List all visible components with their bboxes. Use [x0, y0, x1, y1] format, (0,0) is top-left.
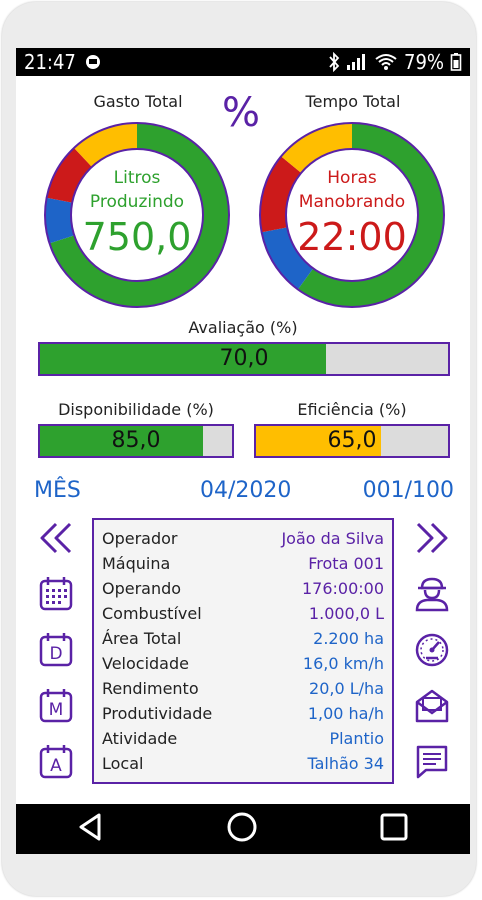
eficiencia-bar: 65,0	[254, 424, 450, 458]
avaliacao-fill	[40, 344, 326, 374]
app-notification-icon	[84, 53, 102, 71]
disponibilidade-label: Disponibilidade (%)	[58, 400, 214, 419]
status-bar: 21:47 79%	[16, 48, 470, 76]
detail-row: Produtividade 1,00 ha/h	[102, 701, 384, 726]
gauge-icon[interactable]	[412, 630, 452, 670]
disponibilidade-bar: 85,0	[38, 424, 234, 458]
detail-key: Produtividade	[102, 704, 213, 723]
gauge-left-outer-border	[44, 122, 230, 308]
wifi-icon	[374, 53, 398, 71]
signal-icon	[346, 53, 368, 71]
disponibilidade-value: 85,0	[111, 428, 161, 453]
calendar-day-letter: D	[49, 644, 62, 664]
calendar-month-letter: M	[49, 700, 64, 720]
detail-key: Rendimento	[102, 679, 199, 698]
fast-forward-icon[interactable]	[412, 518, 452, 558]
gasto-total-center: Litros Produzindo 750,0	[77, 166, 197, 260]
gauge-right-segment	[260, 156, 302, 233]
gasto-total-title: Gasto Total	[93, 92, 183, 111]
tempo-total-gauge	[259, 122, 445, 308]
detail-key: Operando	[102, 579, 182, 598]
gauge-right-outer-border	[259, 122, 445, 308]
percent-toggle[interactable]: %	[222, 90, 261, 136]
period-date[interactable]: 04/2020	[200, 478, 292, 503]
gauge-left-line2: Produzindo	[89, 192, 185, 212]
gauge-left-inner-circle	[70, 148, 204, 282]
detail-row: Operador João da Silva	[102, 526, 384, 551]
calendar-month-icon[interactable]: M	[36, 686, 76, 726]
gauge-right-inner-circle	[285, 148, 419, 282]
detail-key: Local	[102, 754, 144, 773]
gauge-left-segment	[46, 147, 92, 203]
detail-row: Operando 176:00:00	[102, 576, 384, 601]
detail-value: 1.000,0 L	[308, 604, 384, 623]
inbox-mail-icon[interactable]	[412, 686, 452, 726]
calendar-icon[interactable]	[36, 574, 76, 614]
tempo-total-title: Tempo Total	[305, 92, 401, 111]
detail-value: 176:00:00	[301, 579, 384, 598]
bluetooth-icon	[328, 52, 340, 72]
detail-row: Local Talhão 34	[102, 751, 384, 776]
period-counter: 001/100	[362, 478, 454, 503]
operator-icon[interactable]	[412, 574, 452, 614]
detail-value: 2.200 ha	[313, 629, 384, 648]
gauge-right-line1: Horas	[327, 168, 377, 188]
gauge-left-value: 750,0	[82, 215, 192, 259]
period-row: MÊS 04/2020 001/100	[34, 478, 454, 508]
calendar-day-icon[interactable]: D	[36, 630, 76, 670]
detail-value: 1,00 ha/h	[307, 704, 384, 723]
detail-key: Operador	[102, 529, 178, 548]
message-icon[interactable]	[412, 742, 452, 782]
eficiencia-fill	[256, 426, 381, 456]
rewind-icon[interactable]	[36, 518, 76, 558]
back-icon[interactable]	[77, 812, 105, 846]
gauge-right-value: 22:00	[297, 215, 407, 259]
gauge-left-line1: Litros	[113, 168, 161, 188]
detail-row: Combustível 1.000,0 L	[102, 601, 384, 626]
detail-key: Atividade	[102, 729, 178, 748]
screen: 21:47 79% Gasto Total	[16, 48, 470, 854]
gauge-right-segment	[261, 227, 314, 290]
phone-frame: 21:47 79% Gasto Total	[2, 2, 476, 896]
detail-key: Área Total	[102, 629, 182, 648]
gauge-left-segment	[44, 197, 75, 244]
detail-key: Velocidade	[102, 654, 189, 673]
gauge-right-segment	[297, 123, 444, 307]
calendar-year-icon[interactable]: A	[36, 742, 76, 782]
detail-key: Combustível	[102, 604, 202, 623]
detail-row: Rendimento 20,0 L/ha	[102, 676, 384, 701]
gauge-right-line2: Manobrando	[298, 192, 406, 212]
avaliacao-bar: 70,0	[38, 342, 450, 376]
status-time: 21:47	[24, 50, 76, 74]
detail-value: Plantio	[329, 729, 384, 748]
details-panel: Operador João da Silva Máquina Frota 001 Ope…	[92, 518, 394, 784]
eficiencia-value: 65,0	[327, 428, 377, 453]
detail-row: Máquina Frota 001	[102, 551, 384, 576]
detail-row: Atividade Plantio	[102, 726, 384, 751]
recents-icon[interactable]	[379, 812, 409, 846]
avaliacao-label: Avaliação (%)	[188, 318, 298, 337]
eficiencia-label: Eficiência (%)	[297, 400, 407, 419]
detail-value: Talhão 34	[307, 754, 384, 773]
gasto-total-gauge	[44, 122, 230, 308]
battery-percent: 79%	[404, 50, 444, 74]
navigation-bar	[16, 804, 470, 854]
detail-row: Velocidade 16,0 km/h	[102, 651, 384, 676]
detail-key: Máquina	[102, 554, 171, 573]
detail-value: 16,0 km/h	[302, 654, 384, 673]
disponibilidade-fill	[40, 426, 204, 456]
home-icon[interactable]	[226, 811, 258, 847]
battery-icon	[450, 52, 462, 72]
detail-value: Frota 001	[308, 554, 384, 573]
detail-value: João da Silva	[281, 529, 384, 548]
calendar-year-letter: A	[50, 756, 62, 776]
gauge-left-segment	[74, 123, 137, 167]
detail-value: 20,0 L/ha	[309, 679, 384, 698]
tempo-total-center: Horas Manobrando 22:00	[292, 166, 412, 260]
gauge-right-segment	[281, 123, 352, 173]
period-mode[interactable]: MÊS	[34, 478, 81, 503]
avaliacao-value: 70,0	[219, 346, 269, 371]
detail-row: Área Total 2.200 ha	[102, 626, 384, 651]
